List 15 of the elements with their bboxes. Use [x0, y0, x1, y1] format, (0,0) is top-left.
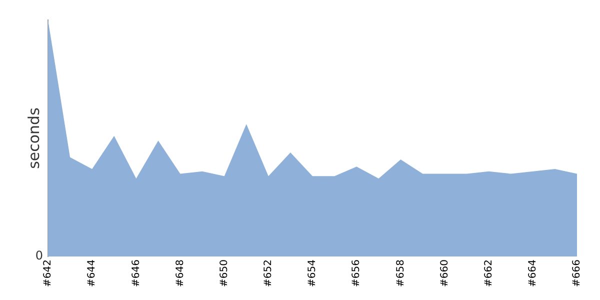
- x-tick-label: #648: [174, 260, 186, 288]
- x-tick-label: #644: [86, 260, 98, 288]
- x-tick-label: #658: [395, 260, 406, 288]
- x-tick-label: #666: [572, 260, 583, 288]
- x-tick-label: #660: [439, 260, 450, 288]
- x-tick-label: #662: [483, 260, 494, 288]
- x-tick-label: #642: [42, 260, 54, 288]
- x-tick-label: #654: [307, 260, 318, 288]
- x-tick-label: #646: [130, 260, 142, 288]
- annotation: 0: [35, 248, 43, 263]
- y-axis-title: seconds: [24, 107, 43, 169]
- x-tick-label: #656: [351, 260, 362, 288]
- x-tick-label: #650: [218, 260, 230, 288]
- x-tick-label: #652: [263, 260, 274, 288]
- x-tick-label: #664: [528, 260, 539, 288]
